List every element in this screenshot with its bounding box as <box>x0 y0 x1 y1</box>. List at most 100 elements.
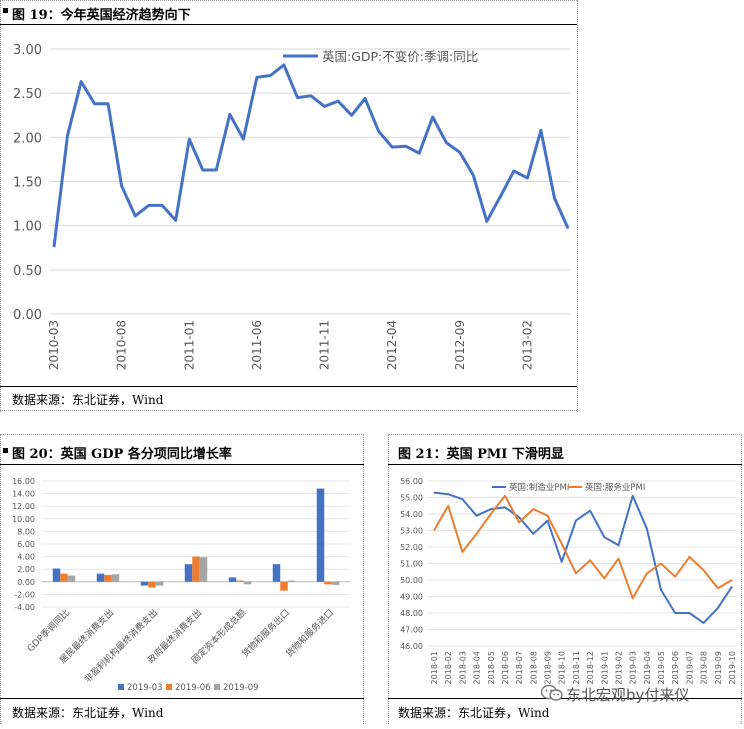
fig20-bar <box>243 581 252 585</box>
wechat-icon <box>540 684 563 702</box>
fig19-data-point <box>296 97 298 99</box>
fig21-xtick-label: 2018-05 <box>487 651 496 684</box>
fig21-ytick-label: 51.00 <box>400 560 423 569</box>
fig21-data-point <box>547 515 548 517</box>
fig21-source: 数据来源：东北证券，Wind <box>398 706 550 720</box>
fig19-ytick-label: 0.50 <box>13 264 42 279</box>
fig21-data-point <box>461 551 463 553</box>
fig21-data-point <box>632 495 634 497</box>
fig19-data-point <box>148 204 150 206</box>
fig21-data-point <box>518 516 520 518</box>
fig19-data-point <box>445 142 447 144</box>
fig20-ytick-label: 14.00 <box>12 490 35 499</box>
fig21-data-point <box>717 607 719 609</box>
fig20-title: 图 20：英国 GDP 各分项同比增长率 <box>12 447 232 462</box>
fig20-ytick-label: -2.00 <box>14 590 35 599</box>
fig19-data-point <box>94 103 96 105</box>
fig21-data-point <box>561 543 563 545</box>
fig21-legend-label: 英国:服务业PMI <box>585 482 645 493</box>
fig21-data-point <box>547 520 548 521</box>
fig21-data-point <box>646 573 648 574</box>
fig21-xtick-label: 2018-11 <box>572 651 581 684</box>
fig21-data-point <box>618 544 619 546</box>
fig20-ytick-label: 2.00 <box>17 565 35 574</box>
fig19-ytick-label: 0.00 <box>13 308 42 323</box>
fig19-xtick-label: 2012-04 <box>385 320 399 370</box>
fig20-bar <box>316 488 325 582</box>
fig21-xtick-label: 2018-10 <box>558 651 567 684</box>
fig19-data-point <box>486 220 488 222</box>
fig21-data-point <box>433 530 435 531</box>
fig21-data-point <box>476 533 477 535</box>
fig20-bar <box>228 577 237 582</box>
watermark: 东北宏观by付来仪 <box>566 686 690 704</box>
fig19-ytick-label: 1.50 <box>13 176 42 191</box>
fig20-ytick-label: 10.00 <box>12 515 35 524</box>
fig20-bar <box>155 581 164 586</box>
fig19-legend-label: 英国:GDP:不变价:季调:同比 <box>322 49 478 64</box>
bullet-icon <box>3 448 8 453</box>
fig21-xtick-label: 2019-06 <box>671 651 680 684</box>
fig19-data-point <box>107 103 109 105</box>
fig20-ytick-label: 4.00 <box>17 553 35 562</box>
fig21-data-point <box>575 573 577 574</box>
fig19-data-point <box>391 146 393 148</box>
fig20-bar <box>287 580 296 582</box>
fig20-bar <box>60 573 68 582</box>
fig19-ytick-label: 3.00 <box>13 43 42 58</box>
fig21-ytick-label: 49.00 <box>400 593 423 602</box>
fig21-data-point <box>518 521 520 523</box>
fig21-ytick-label: 48.00 <box>400 609 423 618</box>
fig19-data-point <box>337 100 339 102</box>
fig21-xtick-label: 2019-04 <box>643 651 652 684</box>
fig19-data-point <box>459 151 461 153</box>
fig19-data-point <box>418 152 420 154</box>
fig20-category-label: 非盈利机构最终消费支出 <box>82 607 160 685</box>
fig21-xtick-label: 2019-03 <box>629 651 638 684</box>
fig20-bar <box>280 581 288 591</box>
fig21-data-point <box>603 536 605 538</box>
fig19-data-point <box>405 145 407 147</box>
fig19-data-point <box>161 204 163 206</box>
fig21-xtick-label: 2018-01 <box>430 651 439 684</box>
fig20-ytick-label: 0.00 <box>17 578 35 587</box>
fig21-data-point <box>461 498 463 500</box>
fig21-data-point <box>674 612 676 614</box>
fig21-data-point <box>561 561 563 563</box>
fig21-xtick-label: 2018-07 <box>515 651 524 684</box>
fig20-bar <box>192 556 200 582</box>
fig20-legend-label: 2019-09 <box>223 683 259 693</box>
fig19-data-point <box>269 75 271 76</box>
fig19-data-point <box>188 138 190 140</box>
fig19-data-point <box>513 170 515 172</box>
fig21-data-point <box>689 612 690 614</box>
fig19-xtick-label: 2010-03 <box>47 320 61 370</box>
fig19-data-point <box>121 185 123 187</box>
fig21-data-point <box>660 589 662 591</box>
fig19-data-point <box>67 135 69 137</box>
fig19-data-point <box>215 169 217 171</box>
fig19-data-point <box>310 95 312 97</box>
bullet-icon <box>3 8 8 13</box>
fig21-data-point <box>703 569 705 571</box>
fig21-data-point <box>447 505 449 507</box>
fig21-ytick-label: 46.00 <box>400 642 423 651</box>
fig20-bar <box>140 581 149 586</box>
fig20-ytick-label: 6.00 <box>17 540 35 549</box>
fig21-data-point <box>589 559 591 561</box>
fig20-source: 数据来源：东北证券，Wind <box>12 706 164 720</box>
fig19-source: 数据来源：东北证券，Wind <box>12 393 164 407</box>
fig21-data-point <box>490 508 492 510</box>
fig20-ytick-label: -4.00 <box>14 603 35 612</box>
fig21-xtick-label: 2019-07 <box>685 651 694 684</box>
fig19-data-point <box>80 81 82 83</box>
fig21-xtick-label: 2018-04 <box>473 651 482 684</box>
fig21-data-point <box>447 493 449 495</box>
fig21-ytick-label: 53.00 <box>400 527 423 536</box>
fig21-data-point <box>490 513 492 515</box>
fig19-xtick-label: 2011-01 <box>182 320 196 370</box>
fig20-bar <box>96 573 105 582</box>
fig21-data-point <box>660 563 662 564</box>
fig19-xtick-label: 2011-06 <box>250 320 264 370</box>
fig19-data-point <box>324 105 326 107</box>
